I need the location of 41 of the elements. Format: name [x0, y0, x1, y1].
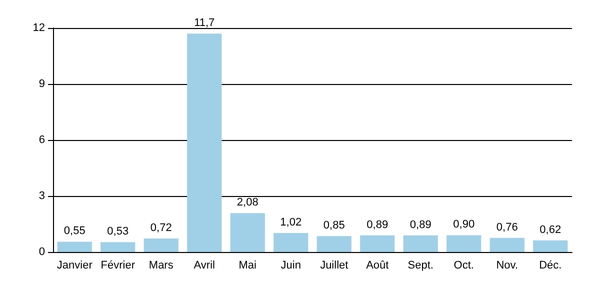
data-label: 0,53	[107, 226, 129, 238]
bar	[144, 238, 178, 252]
x-tick-label: Février	[100, 260, 136, 272]
bar	[57, 242, 92, 252]
bar	[490, 238, 524, 252]
bar	[316, 236, 352, 252]
data-label: 0,89	[410, 218, 432, 231]
x-tick-label: Janvier	[56, 260, 93, 272]
data-label: 0,90	[453, 218, 475, 231]
data-label: 2,08	[236, 196, 258, 209]
bar	[187, 34, 222, 252]
data-label: 0,89	[366, 218, 388, 231]
x-tick-label: Déc.	[539, 260, 562, 272]
bar	[360, 235, 395, 252]
y-tick-label: 9	[38, 78, 45, 90]
data-label: 0,85	[323, 220, 345, 232]
data-label: 1,02	[280, 216, 302, 228]
x-tick-label: Juin	[280, 260, 301, 272]
bar	[403, 235, 438, 252]
y-tick-label: 12	[32, 22, 45, 34]
y-tick-label: 3	[38, 190, 45, 202]
x-tick-label: Mai	[238, 260, 256, 272]
data-label: 11,7	[194, 17, 215, 30]
bar	[230, 213, 265, 252]
data-label: 0,72	[150, 222, 172, 234]
data-label: 0,76	[496, 221, 518, 234]
bar	[100, 242, 136, 252]
x-tick-label: Mars	[148, 260, 174, 272]
x-tick-label: Oct.	[454, 260, 474, 272]
y-tick-label: 0	[38, 246, 45, 258]
bar	[274, 232, 308, 252]
x-tick-label: Sept.	[408, 260, 434, 272]
y-tick-label: 6	[38, 134, 45, 146]
bar	[533, 240, 568, 252]
x-tick-label: Juillet	[320, 260, 348, 272]
data-label: 0,62	[540, 224, 562, 236]
data-label: 0,55	[64, 225, 86, 238]
x-tick-label: Avril	[194, 260, 215, 272]
x-tick-label: Nov.	[496, 260, 518, 272]
x-tick-label: Août	[366, 260, 389, 272]
bar	[446, 235, 482, 252]
